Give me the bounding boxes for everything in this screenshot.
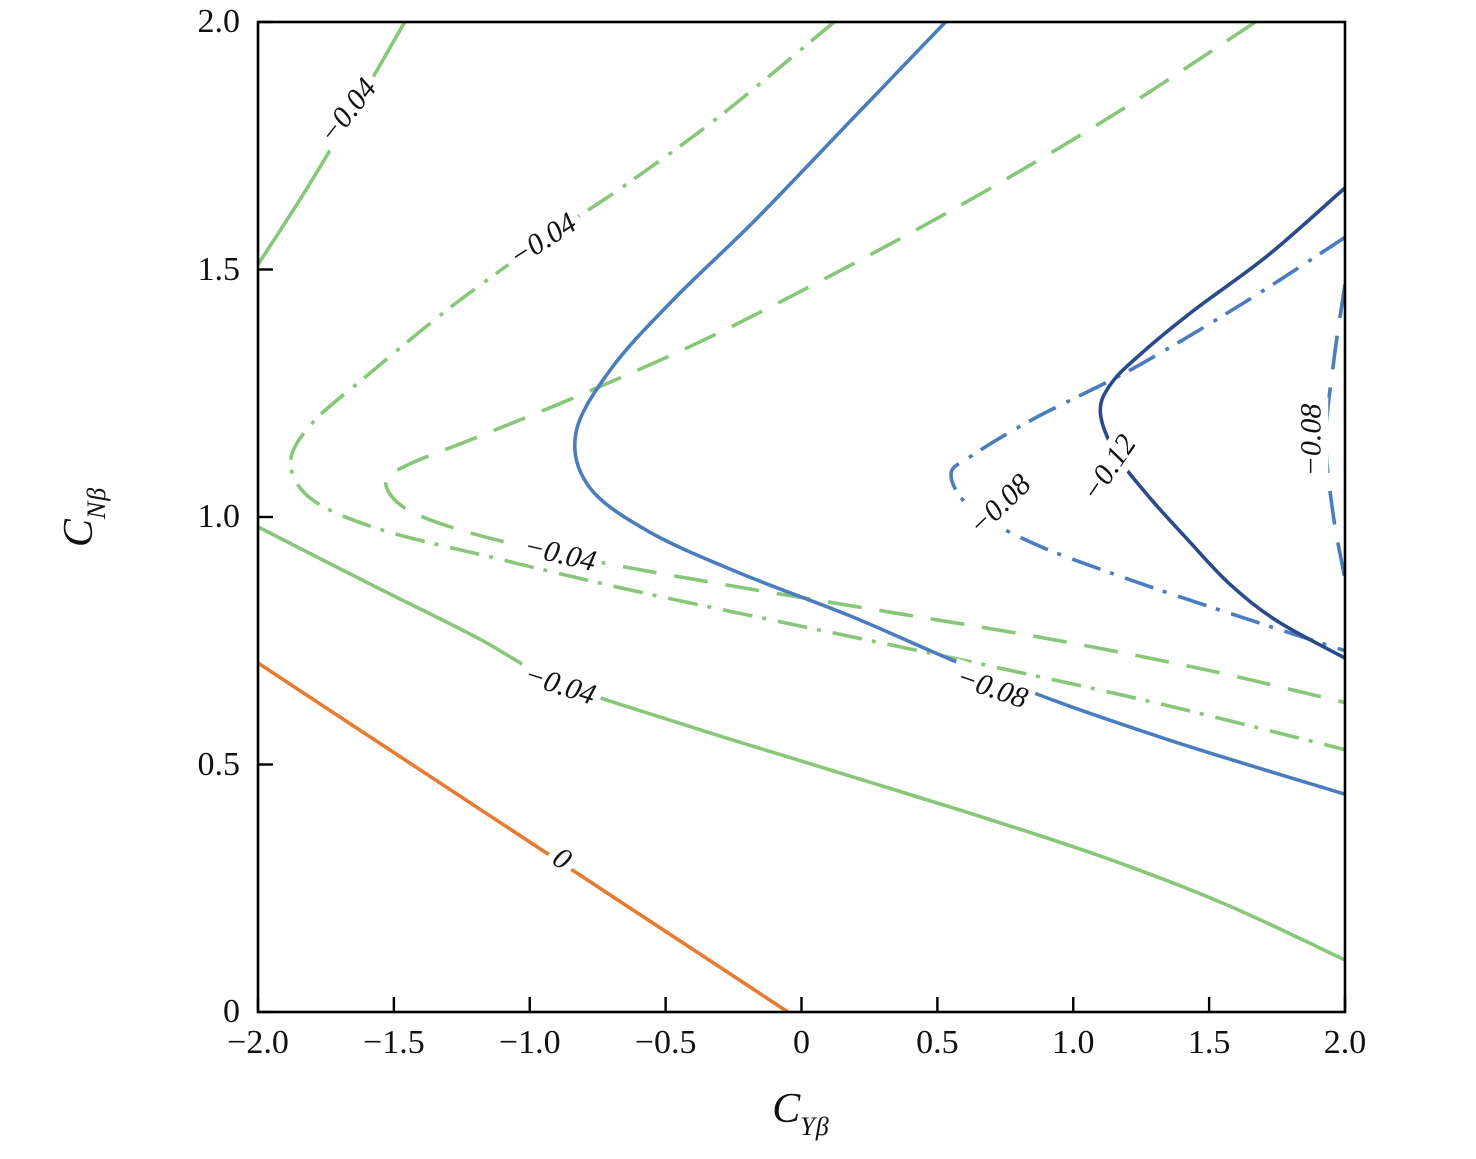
contour-level-008-dashed (1324, 284, 1345, 580)
contour-level-004-dashed (383, 22, 1345, 705)
contour-level-008-solid (572, 22, 1345, 796)
contour-level-004-solid-b (258, 525, 1345, 962)
contour-level-004-solid-a (258, 22, 407, 266)
x-axis-title: CYβ (772, 1086, 829, 1140)
y-axis-title-sub: Nβ (82, 486, 112, 520)
y-axis-title: CNβ (55, 487, 111, 548)
x-axis-title-main: C (772, 1086, 801, 1132)
contour-level-008-dashdot (949, 235, 1345, 653)
contour-level-0-solid (258, 661, 789, 1012)
contour-level-004-dashdot (288, 22, 1345, 752)
x-axis-title-sub: Yβ (800, 1112, 830, 1142)
contour-level-012-solid (1098, 186, 1345, 660)
y-axis-title-main: C (55, 519, 102, 548)
contour-lines (258, 22, 1345, 1012)
